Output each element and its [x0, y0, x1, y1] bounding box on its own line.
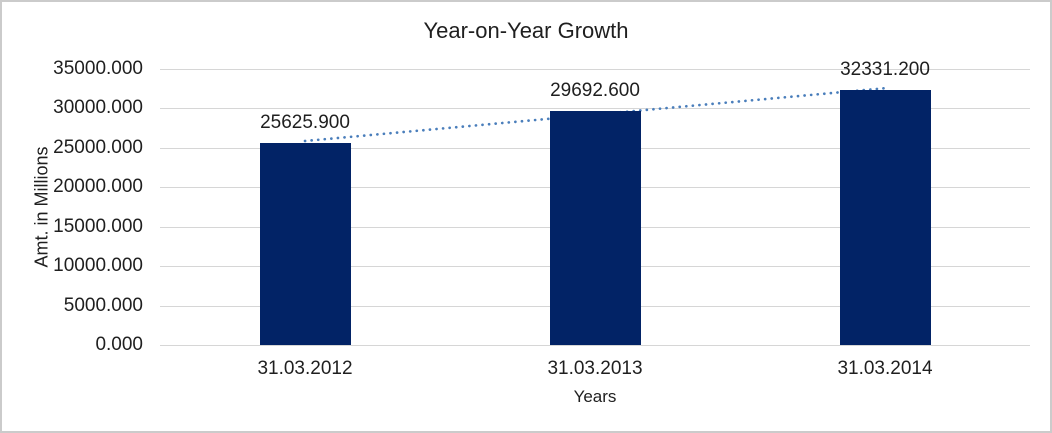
bar: [259, 142, 351, 345]
chart-title: Year-on-Year Growth: [423, 18, 629, 43]
y-axis-title: Amt. in Millions: [31, 146, 52, 268]
y-axis-tick-label: 30000.000: [53, 97, 143, 119]
x-axis-title: Years: [573, 387, 617, 406]
y-axis-tick-label: 25000.000: [53, 136, 143, 158]
gridline: [160, 345, 1030, 346]
gridline: [160, 108, 1030, 110]
y-axis-tick-label: 10000.000: [53, 255, 143, 277]
x-axis-tick-label: 31.03.2013: [547, 358, 643, 379]
bar-data-label: 29692.600: [550, 79, 640, 101]
x-axis-tick-label: 31.03.2012: [257, 358, 353, 379]
y-axis-tick-label: 35000.000: [53, 58, 143, 79]
bar: [839, 90, 931, 345]
y-axis-tick-label: 0.000: [95, 334, 143, 355]
bar: [549, 110, 641, 345]
y-axis-tick-label: 5000.000: [63, 294, 143, 316]
bar-data-label: 32331.200: [840, 59, 930, 81]
y-axis-tick-label: 20000.000: [53, 176, 143, 198]
y-axis-tick-label: 15000.000: [53, 215, 143, 237]
bar-data-label: 25625.900: [260, 111, 350, 133]
x-axis-tick-label: 31.03.2014: [837, 358, 933, 379]
gridline: [160, 69, 1030, 70]
